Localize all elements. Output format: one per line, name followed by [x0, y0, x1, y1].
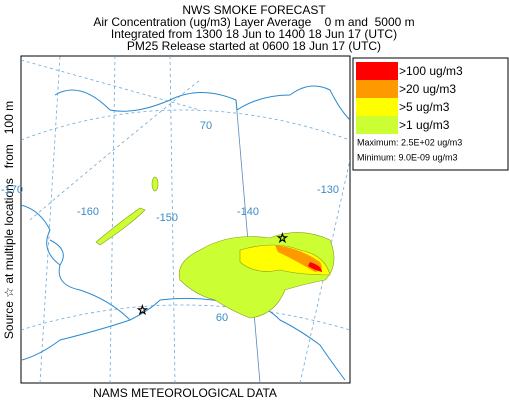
source-star: ☆	[137, 303, 148, 317]
subtitle: PM25 Release started at 0600 18 Jun 17 (…	[127, 39, 381, 53]
graticule	[21, 59, 201, 111]
graticule-label: -160	[77, 206, 99, 218]
graticule-label: -150	[156, 212, 178, 224]
legend-label: >1 ug/m3	[399, 118, 450, 132]
coastline	[21, 85, 350, 381]
side-label: Source ☆ at multiple locations from 100 …	[2, 101, 16, 339]
legend-swatch	[356, 62, 398, 80]
subtitle: Integrated from 1300 18 Jun to 1400 18 J…	[111, 27, 397, 41]
legend-maximum: Maximum: 2.5E+02 ug/m3	[357, 137, 462, 147]
legend-minimum: Minimum: 9.0E-09 ug/m3	[357, 152, 458, 162]
graticule-label: -140	[237, 206, 259, 218]
map-frame	[20, 55, 351, 384]
footer: NAMS METEOROLOGICAL DATA	[93, 386, 277, 400]
graticule	[21, 304, 350, 331]
graticule	[39, 56, 61, 383]
legend-label: >5 ug/m3	[399, 100, 450, 114]
graticule-label: -130	[317, 184, 339, 196]
legend: >100 ug/m3 >20 ug/m3 >5 ug/m3 >1 ug/m3 Maxim…	[352, 57, 509, 171]
legend-swatch	[356, 98, 398, 116]
graticule-label: 60	[216, 312, 228, 324]
source-star: ☆	[277, 231, 288, 245]
legend-label: >20 ug/m3	[399, 82, 456, 96]
graticule-label: 70	[200, 120, 212, 132]
graticule-label: -170	[1, 184, 23, 196]
map: ☆ ☆ -170 -160 -150 -140 -130 70 60	[1, 55, 351, 384]
title: NWS SMOKE FORECAST	[182, 3, 326, 17]
graticule	[21, 109, 350, 141]
legend-swatch	[356, 116, 398, 134]
graticule	[169, 56, 176, 383]
subtitle: Air Concentration (ug/m3) Layer Average …	[93, 15, 414, 29]
legend-label: >100 ug/m3	[399, 64, 463, 78]
smoke-plume	[95, 176, 335, 319]
legend-swatch	[356, 80, 398, 98]
